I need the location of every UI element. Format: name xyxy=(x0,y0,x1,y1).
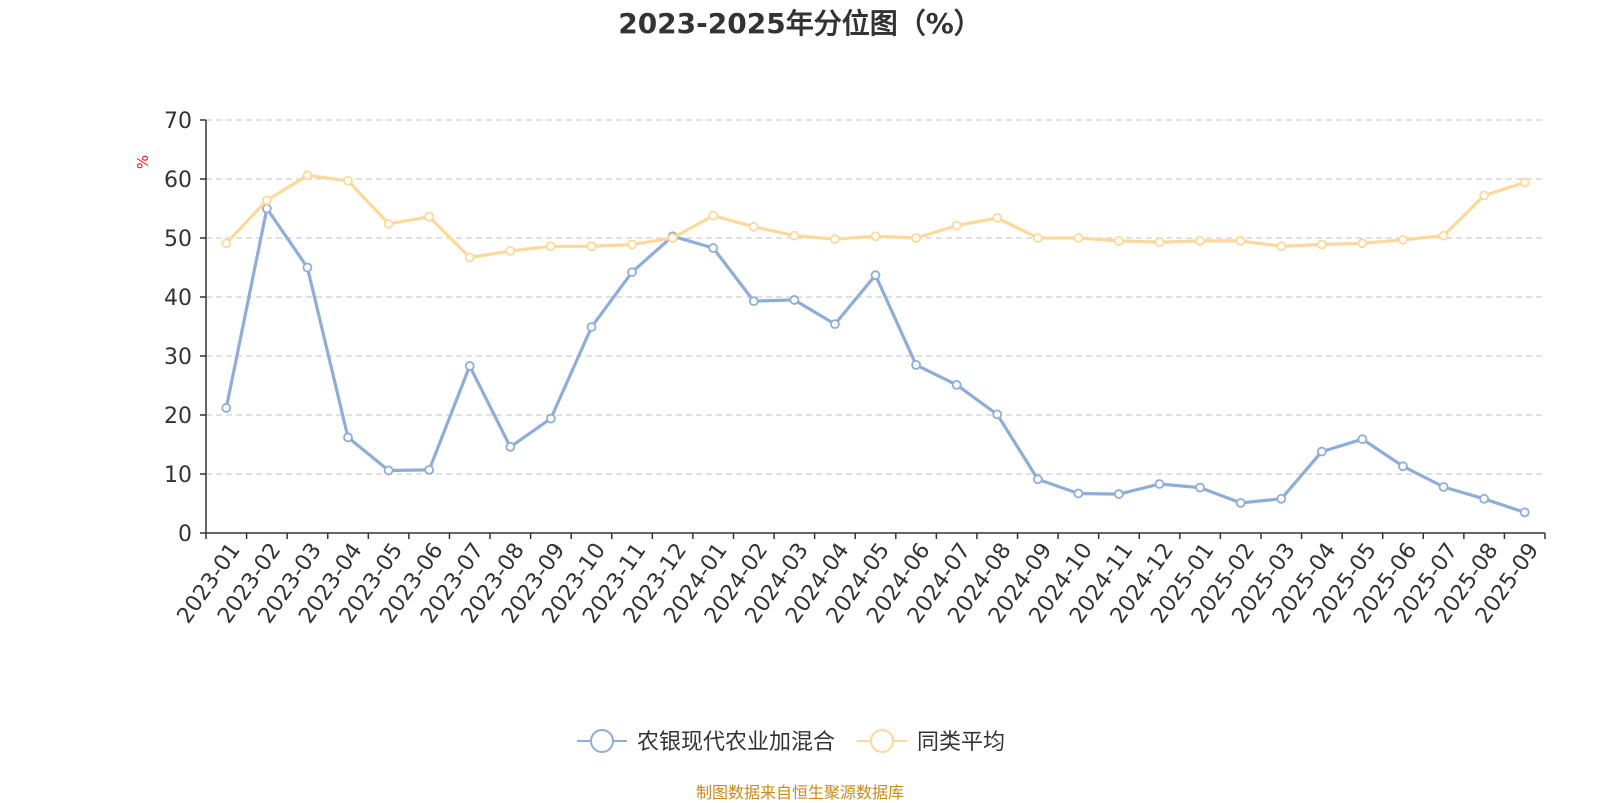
series-line xyxy=(224,206,1526,514)
data-point[interactable] xyxy=(1357,238,1368,249)
series-line xyxy=(225,173,1526,260)
data-point[interactable] xyxy=(748,221,759,232)
data-point[interactable] xyxy=(1276,493,1287,504)
data-point[interactable] xyxy=(1195,236,1206,246)
data-point[interactable] xyxy=(383,218,394,229)
y-tick-label: 10 xyxy=(164,463,192,488)
data-point[interactable] xyxy=(545,241,556,252)
data-point[interactable] xyxy=(586,241,597,252)
legend-label: 农银现代农业加混合 xyxy=(637,730,835,755)
data-point[interactable] xyxy=(302,170,313,181)
data-point[interactable] xyxy=(789,230,800,241)
data-point[interactable] xyxy=(748,296,759,307)
y-tick-label: 20 xyxy=(164,404,192,429)
legend-item-1[interactable]: 农银现代农业加混合 xyxy=(577,729,835,755)
series-2 xyxy=(221,170,1530,263)
data-point[interactable] xyxy=(586,322,597,332)
data-point[interactable] xyxy=(261,195,272,206)
data-point[interactable] xyxy=(1114,489,1124,499)
data-point[interactable] xyxy=(1195,482,1206,493)
data-point[interactable] xyxy=(951,220,962,231)
data-point[interactable] xyxy=(870,231,881,242)
legend-item-2[interactable]: 同类平均 xyxy=(857,729,1005,755)
data-point[interactable] xyxy=(1479,190,1490,201)
data-point[interactable] xyxy=(911,359,921,370)
y-tick-label: 40 xyxy=(164,286,192,311)
legend-marker-icon xyxy=(870,729,894,753)
data-point[interactable] xyxy=(221,403,232,413)
chart-title: 2023-2025年分位图（%） xyxy=(618,7,982,40)
data-point[interactable] xyxy=(1316,446,1327,457)
data-point[interactable] xyxy=(1032,474,1043,485)
y-axis-label: % xyxy=(134,155,152,169)
data-point[interactable] xyxy=(992,213,1003,223)
data-point[interactable] xyxy=(1235,236,1246,246)
data-point[interactable] xyxy=(1519,507,1530,518)
data-point[interactable] xyxy=(830,234,840,245)
series-1 xyxy=(221,203,1530,518)
data-point[interactable] xyxy=(1519,177,1530,188)
data-point[interactable] xyxy=(1398,234,1408,245)
data-point[interactable] xyxy=(261,203,272,214)
data-point[interactable] xyxy=(667,233,678,243)
data-point[interactable] xyxy=(627,239,637,250)
data-point[interactable] xyxy=(1479,493,1490,504)
data-point[interactable] xyxy=(951,380,962,390)
series-lines xyxy=(221,170,1530,518)
grid-lines xyxy=(206,119,1545,475)
y-tick-label: 70 xyxy=(164,109,192,134)
y-tick-label: 0 xyxy=(178,522,192,547)
data-point[interactable] xyxy=(424,211,435,222)
data-point[interactable] xyxy=(1114,236,1124,246)
y-tick-label: 50 xyxy=(164,227,192,252)
axes: 010203040506070%2023-012023-022023-03202… xyxy=(134,109,1546,628)
data-point[interactable] xyxy=(870,270,881,281)
data-point[interactable] xyxy=(464,361,475,371)
data-point[interactable] xyxy=(1235,498,1246,508)
data-point[interactable] xyxy=(992,409,1003,420)
data-point[interactable] xyxy=(1438,230,1449,241)
data-point[interactable] xyxy=(1154,479,1165,489)
data-point[interactable] xyxy=(1398,461,1408,472)
data-point[interactable] xyxy=(505,246,516,256)
data-point[interactable] xyxy=(545,413,556,424)
legend-marker-icon xyxy=(590,729,614,753)
data-point[interactable] xyxy=(221,238,232,249)
data-point[interactable] xyxy=(789,295,800,305)
legend: 农银现代农业加混合 同类平均 xyxy=(577,729,1005,755)
data-point[interactable] xyxy=(708,243,719,253)
data-point[interactable] xyxy=(627,267,637,278)
y-tick-label: 60 xyxy=(164,168,192,193)
data-point[interactable] xyxy=(302,262,313,273)
data-point[interactable] xyxy=(1316,239,1327,250)
data-point[interactable] xyxy=(1357,434,1368,445)
data-point[interactable] xyxy=(505,441,516,452)
data-point[interactable] xyxy=(1438,482,1449,492)
data-point[interactable] xyxy=(383,465,394,476)
data-point[interactable] xyxy=(708,210,719,221)
data-point[interactable] xyxy=(1073,233,1084,243)
data-point[interactable] xyxy=(424,464,435,475)
y-tick-label: 30 xyxy=(164,345,192,370)
legend-label: 同类平均 xyxy=(917,730,1005,755)
data-point[interactable] xyxy=(1276,241,1287,252)
data-point[interactable] xyxy=(464,252,475,263)
data-point[interactable] xyxy=(830,319,840,330)
data-point[interactable] xyxy=(1073,488,1084,499)
source-note: 制图数据来自恒生聚源数据库 xyxy=(695,783,904,802)
data-point[interactable] xyxy=(343,432,353,443)
data-point[interactable] xyxy=(1154,237,1165,248)
data-point[interactable] xyxy=(1032,233,1043,243)
data-point[interactable] xyxy=(343,175,353,186)
data-point[interactable] xyxy=(911,233,921,243)
